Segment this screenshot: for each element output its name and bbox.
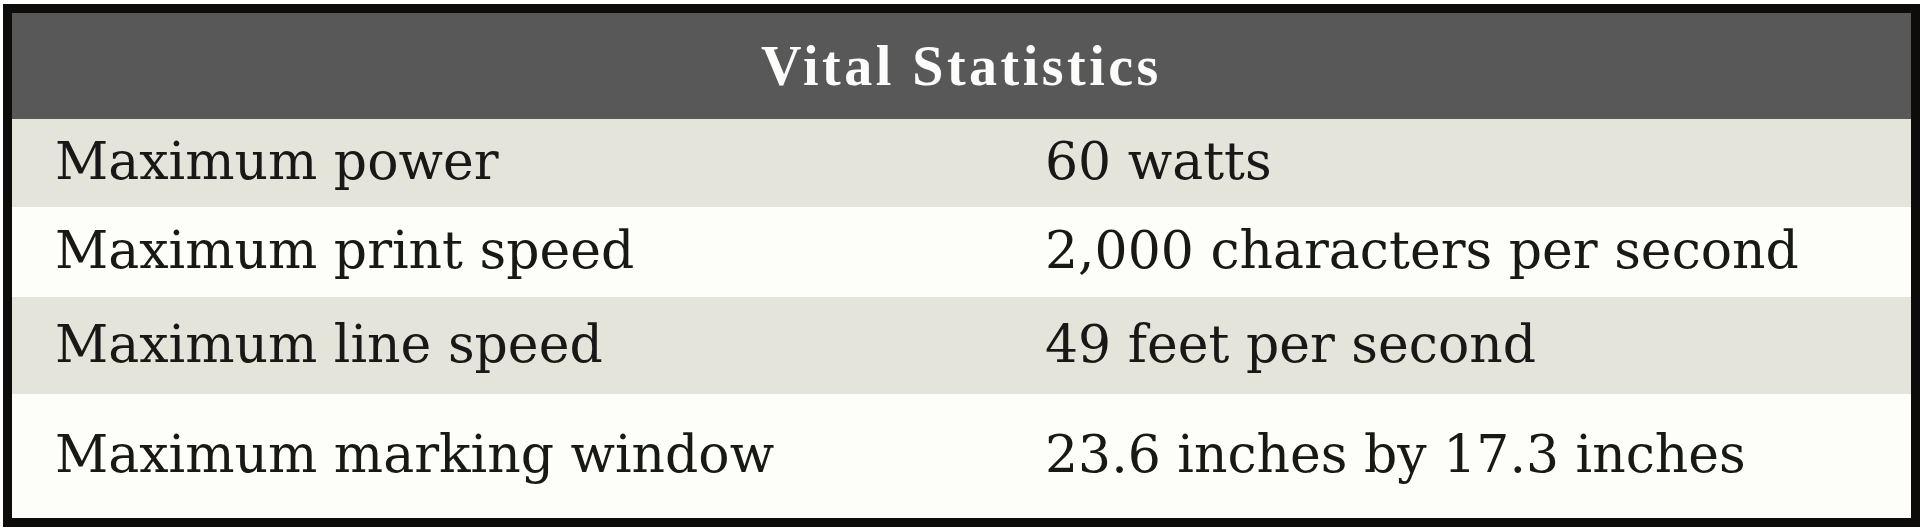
table-row: Maximum line speed 49 feet per second: [12, 297, 1911, 394]
table-header: Vital Statistics: [12, 13, 1911, 119]
table-row: Maximum power 60 watts: [12, 119, 1911, 207]
row-label: Maximum marking window: [55, 424, 774, 484]
table-title: Vital Statistics: [761, 34, 1162, 98]
table-row: Maximum print speed 2,000 characters per…: [12, 207, 1911, 297]
row-value: 23.6 inches by 17.3 inches: [1045, 424, 1746, 484]
row-label: Maximum print speed: [55, 220, 634, 280]
row-value: 60 watts: [1045, 131, 1272, 191]
vital-statistics-table: Vital Statistics Maximum power 60 watts …: [3, 4, 1920, 527]
table-row: Maximum marking window 23.6 inches by 17…: [12, 394, 1911, 518]
row-value: 49 feet per second: [1045, 313, 1536, 373]
row-label: Maximum power: [55, 131, 499, 191]
row-value: 2,000 characters per second: [1045, 220, 1799, 280]
row-label: Maximum line speed: [55, 313, 603, 373]
